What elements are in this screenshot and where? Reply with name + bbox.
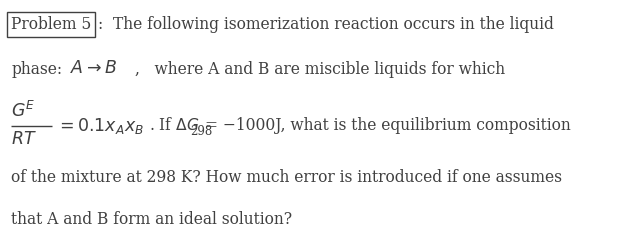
Text: ,   where A and B are miscible liquids for which: , where A and B are miscible liquids for…: [135, 61, 505, 78]
Text: $\mathit{G}^{\mathit{E}}$: $\mathit{G}^{\mathit{E}}$: [11, 101, 35, 121]
Text: :  The following isomerization reaction occurs in the liquid: : The following isomerization reaction o…: [98, 16, 554, 33]
Text: phase:: phase:: [11, 61, 62, 78]
Text: 298: 298: [190, 125, 212, 138]
Text: Problem 5: Problem 5: [11, 16, 91, 33]
Text: that A and B form an ideal solution?: that A and B form an ideal solution?: [11, 211, 292, 228]
Text: of the mixture at 298 K? How much error is introduced if one assumes: of the mixture at 298 K? How much error …: [11, 169, 562, 186]
Text: . If $\Delta G$: . If $\Delta G$: [149, 117, 199, 134]
Text: $\mathit{RT}$: $\mathit{RT}$: [11, 131, 37, 148]
Text: $\mathit{A} \rightarrow \mathit{B}$: $\mathit{A} \rightarrow \mathit{B}$: [70, 60, 117, 77]
Text: $= 0.1\mathit{x}_{\mathit{A}}\mathit{x}_{\mathit{B}}$: $= 0.1\mathit{x}_{\mathit{A}}\mathit{x}_…: [56, 116, 144, 136]
Text: = −1000J, what is the equilibrium composition: = −1000J, what is the equilibrium compos…: [205, 117, 571, 134]
